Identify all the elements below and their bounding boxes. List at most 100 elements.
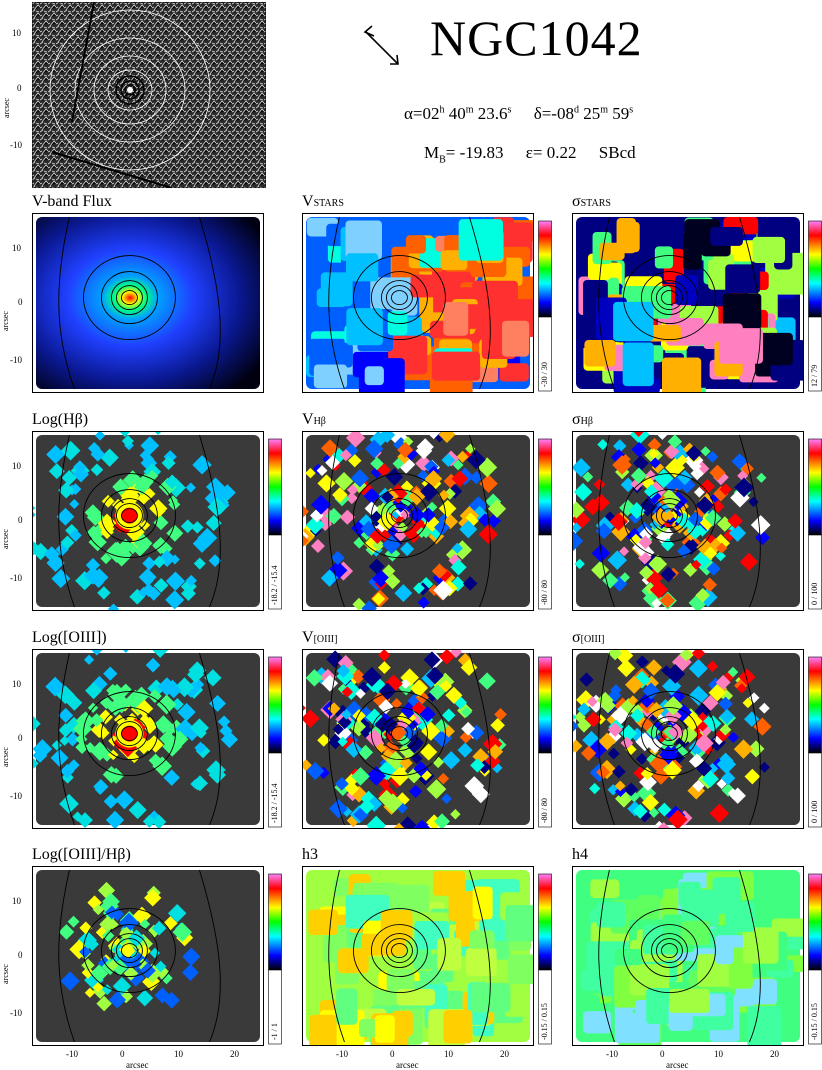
colorbar-soiii bbox=[808, 656, 822, 828]
map-soiii bbox=[572, 649, 804, 829]
panel-title-voiii: V[OIII] bbox=[302, 629, 337, 649]
y-tick: 10 bbox=[12, 896, 21, 906]
y-tick: 0 bbox=[18, 297, 23, 307]
map-h4 bbox=[572, 866, 804, 1046]
colorbar-ratio bbox=[268, 873, 282, 1045]
y-tick: -10 bbox=[10, 140, 22, 150]
panel-title-vhb: VHβ bbox=[302, 411, 326, 431]
panel-title-vband: V-band Flux bbox=[32, 193, 112, 211]
x-tick: 20 bbox=[230, 1049, 239, 1059]
map-shb bbox=[572, 431, 804, 611]
x-tick: 0 bbox=[120, 1049, 125, 1059]
panel-title-main: Log([OIII]) bbox=[32, 629, 107, 646]
ra-hour-unit: h bbox=[439, 104, 445, 116]
panel-title-main: Log([OIII]/Hβ) bbox=[32, 846, 131, 863]
colorbar-range-voiii: -80 / 80 bbox=[540, 798, 549, 823]
panel-title-h3: h3 bbox=[302, 846, 318, 864]
y-tick: -10 bbox=[10, 355, 22, 365]
x-tick: 0 bbox=[660, 1049, 665, 1059]
unsharp-image-panel: arcsec 10 0 -10 bbox=[0, 0, 270, 190]
x-tick: -10 bbox=[606, 1049, 618, 1059]
colorbar-voiii bbox=[538, 656, 552, 828]
map-vhb bbox=[302, 431, 534, 611]
dec-seconds: 59 bbox=[607, 104, 630, 123]
x-tick: 10 bbox=[174, 1049, 183, 1059]
panel-title-main: Log(Hβ) bbox=[32, 411, 89, 428]
map-h3 bbox=[302, 866, 534, 1046]
panel-title-subscript: STARS bbox=[313, 198, 344, 209]
colorbar-range-loghb: -18.2 / -15.4 bbox=[270, 565, 279, 605]
mag-band: B bbox=[439, 154, 446, 166]
panel-title-main: V-band Flux bbox=[32, 193, 112, 210]
x-axis-label: arcsec bbox=[126, 1060, 149, 1070]
colorbar-range-h3: -0.15 / 0.15 bbox=[540, 1003, 549, 1040]
panel-title-vstars: VSTARS bbox=[302, 193, 344, 213]
dec-value: δ=-08 bbox=[533, 104, 574, 123]
colorbar-range-logoiii: -18.2 / -15.4 bbox=[270, 783, 279, 823]
y-axis-label: arcsec bbox=[1, 311, 10, 331]
panel-title-ratio: Log([OIII]/Hβ) bbox=[32, 846, 131, 864]
panel-title-main: σ bbox=[572, 629, 581, 646]
map-vband bbox=[32, 213, 264, 393]
y-tick: 0 bbox=[18, 733, 23, 743]
galaxy-properties: MB= -19.83 ε= 0.22 SBcd bbox=[424, 143, 636, 165]
panel-title-main: h4 bbox=[572, 846, 588, 863]
colorbar-range-vstars: -30 / 30 bbox=[540, 362, 549, 387]
panel-title-main: V bbox=[302, 629, 314, 646]
colorbar-range-ratio: -1 / 1 bbox=[270, 1023, 279, 1040]
ra-value: α=02 bbox=[404, 104, 440, 123]
y-axis-label: arcsec bbox=[1, 529, 10, 549]
panel-title-main: h3 bbox=[302, 846, 318, 863]
panel-title-subscript: [OIII] bbox=[313, 634, 338, 645]
absolute-magnitude: MB= -19.83 bbox=[424, 143, 504, 166]
panel-title-h4: h4 bbox=[572, 846, 588, 864]
panel-title-shb: σHβ bbox=[572, 411, 593, 431]
panel-title-subscript: Hβ bbox=[580, 416, 593, 427]
map-loghb bbox=[32, 431, 264, 611]
panel-title-subscript: STARS bbox=[580, 198, 611, 209]
colorbar-h4 bbox=[808, 873, 822, 1045]
colorbar-range-sstars: 12 / 79 bbox=[810, 364, 819, 387]
y-tick: 10 bbox=[12, 679, 21, 689]
x-tick: 0 bbox=[390, 1049, 395, 1059]
coordinates: α=02h 40m 23.6s δ=-08d 25m 59s bbox=[404, 104, 633, 124]
y-axis-label: arcsec bbox=[1, 747, 10, 767]
x-axis-label: arcsec bbox=[396, 1060, 419, 1070]
y-tick: -10 bbox=[10, 791, 22, 801]
y-tick: 10 bbox=[12, 243, 21, 253]
panel-title-main: V bbox=[302, 411, 314, 428]
mag-value: = -19.83 bbox=[445, 143, 504, 162]
colorbar-range-shb: 0 / 100 bbox=[810, 582, 819, 605]
panel-title-sstars: σSTARS bbox=[572, 193, 611, 213]
declination: δ=-08d 25m 59s bbox=[534, 104, 633, 123]
y-tick: 10 bbox=[12, 28, 21, 38]
dec-degree-unit: d bbox=[573, 104, 579, 116]
right-ascension: α=02h 40m 23.6s bbox=[404, 104, 511, 123]
map-ratio bbox=[32, 866, 264, 1046]
panel-title-main: σ bbox=[572, 193, 581, 210]
dec-minute-unit: m bbox=[600, 104, 608, 116]
panel-title-loghb: Log(Hβ) bbox=[32, 411, 88, 429]
y-tick: 10 bbox=[12, 461, 21, 471]
x-tick: 10 bbox=[444, 1049, 453, 1059]
x-tick: -10 bbox=[336, 1049, 348, 1059]
dec-second-unit: s bbox=[629, 104, 634, 116]
y-tick: 0 bbox=[17, 83, 22, 93]
y-tick: 0 bbox=[18, 950, 23, 960]
morphological-type: SBcd bbox=[598, 143, 636, 162]
map-sstars bbox=[572, 213, 804, 393]
y-tick: -10 bbox=[10, 1008, 22, 1018]
x-axis-label: arcsec bbox=[666, 1060, 689, 1070]
map-voiii bbox=[302, 649, 534, 829]
y-axis-label: arcsec bbox=[2, 98, 11, 118]
x-tick: -10 bbox=[66, 1049, 78, 1059]
ra-minute-unit: m bbox=[465, 104, 474, 116]
panel-title-main: σ bbox=[572, 411, 581, 428]
y-axis-label: arcsec bbox=[1, 964, 10, 984]
x-tick: 20 bbox=[500, 1049, 509, 1059]
x-tick: 20 bbox=[770, 1049, 779, 1059]
mag-label: M bbox=[424, 143, 440, 162]
ra-minutes: 40 bbox=[444, 104, 466, 123]
panel-title-logoiii: Log([OIII]) bbox=[32, 629, 107, 647]
galaxy-title: NGC1042 bbox=[430, 10, 643, 66]
